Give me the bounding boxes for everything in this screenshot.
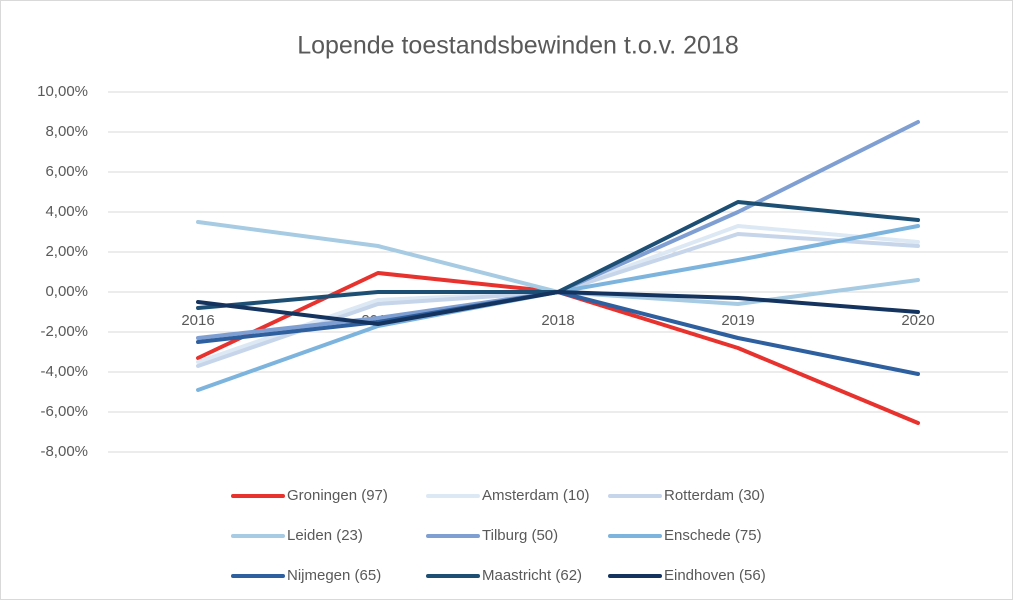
- legend-label: Maastricht (62): [482, 567, 582, 584]
- legend-label: Amsterdam (10): [482, 487, 590, 504]
- y-tick-label: -8,00%: [40, 443, 88, 460]
- legend-label: Tilburg (50): [482, 527, 558, 544]
- y-tick-label: 10,00%: [37, 83, 88, 100]
- legend-label: Nijmegen (65): [287, 567, 381, 584]
- legend-label: Enschede (75): [664, 527, 762, 544]
- y-tick-label: 2,00%: [45, 243, 88, 260]
- x-tick-label: 2016: [181, 312, 214, 329]
- chart-title: Lopende toestandsbewinden t.o.v. 2018: [297, 32, 739, 60]
- series-line: [196, 290, 920, 326]
- legend-label: Leiden (23): [287, 527, 363, 544]
- x-tick-label: 2018: [541, 312, 574, 329]
- y-tick-label: -4,00%: [40, 363, 88, 380]
- y-tick-label: -2,00%: [40, 323, 88, 340]
- y-tick-label: -6,00%: [40, 403, 88, 420]
- x-tick-label: 2020: [901, 312, 934, 329]
- y-tick-label: 4,00%: [45, 203, 88, 220]
- x-tick-label: 2019: [721, 312, 754, 329]
- y-tick-label: 8,00%: [45, 123, 88, 140]
- legend-label: Eindhoven (56): [664, 567, 766, 584]
- legend-label: Groningen (97): [287, 487, 388, 504]
- y-tick-label: 6,00%: [45, 163, 88, 180]
- y-tick-label: 0,00%: [45, 283, 88, 300]
- legend-label: Rotterdam (30): [664, 487, 765, 504]
